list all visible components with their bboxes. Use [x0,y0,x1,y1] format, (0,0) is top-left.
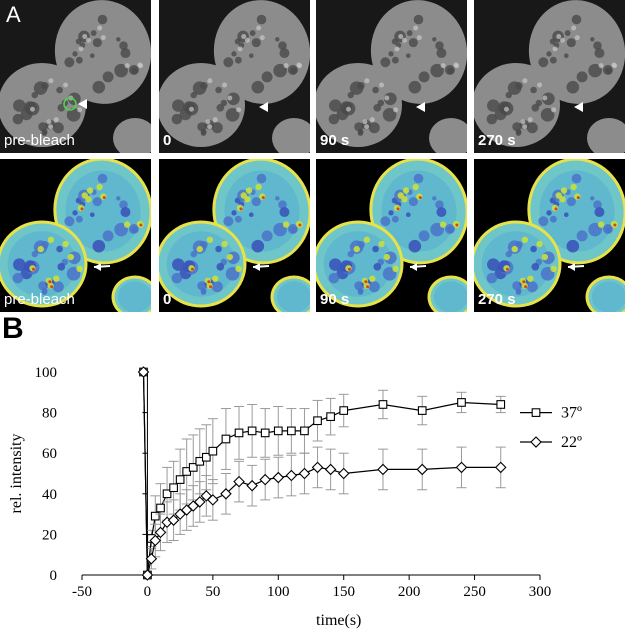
data-point [150,511,160,521]
pseudocolor-micrograph: pre-bleach [0,159,151,312]
data-point [208,446,218,456]
timepoint-label: pre-bleach [4,291,75,308]
data-point [287,426,296,436]
data-point [234,428,244,438]
data-point [377,463,389,476]
data-point [141,569,154,581]
y-tick-label: 40 [42,487,57,503]
pseudocolor-micrograph: 270 s [474,159,625,312]
grayscale-micrograph: 270 s [474,0,625,153]
data-point [201,452,211,462]
data-point [193,496,206,508]
data-point [233,475,245,488]
y-axis-label: rel. intensity [8,434,25,514]
timepoint-label: 90 s [320,132,350,149]
series-line [142,371,501,576]
timepoint-label: 0 [163,132,172,149]
legend-label: 22º [561,434,582,451]
data-point [378,400,388,409]
x-tick-label: 0 [144,584,152,600]
data-point [167,514,180,526]
timepoint-label: 90 s [320,291,350,308]
data-point [137,366,150,378]
data-point [207,494,219,506]
data-point [339,406,349,415]
legend-entry: 37º [520,405,582,422]
grayscale-micrograph: 90 s [316,0,467,153]
data-point [457,398,466,407]
data-point [220,488,232,500]
data-point [416,463,429,476]
data-point [324,463,337,476]
x-tick-label: 200 [398,584,421,600]
data-point [156,503,165,513]
data-point [417,406,427,415]
x-tick-label: -50 [72,584,92,600]
data-point [300,426,309,436]
data-point [311,461,324,474]
timepoint-label: 270 s [478,291,516,308]
y-tick-label: 0 [50,568,58,584]
data-point [162,489,172,499]
data-point [496,400,506,409]
timepoint-label: 0 [163,291,172,308]
x-axis-label: time(s) [316,612,361,629]
x-tick-label: 50 [205,584,220,600]
data-point [188,463,198,472]
pseudocolor-micrograph: 90 s [316,159,467,312]
frap-recovery-chart: -50 0 50 100 150 200 250 300 0 20 40 60 80 100 time(s)… [8,365,582,629]
pseudocolor-micrograph: 0 [159,159,310,312]
data-point [337,467,350,480]
data-point [285,469,298,482]
data-point [246,479,258,492]
data-point [154,526,167,539]
series-line [142,371,501,576]
data-point [272,471,285,484]
data-point [273,426,283,436]
data-point [260,428,270,438]
grayscale-micrograph: pre-bleach [0,0,151,153]
legend-label: 37º [561,405,582,422]
series-37 [139,367,506,580]
x-tick-label: 100 [267,584,290,600]
grayscale-micrograph: 0 [159,0,310,153]
data-point [326,412,335,422]
data-point [298,467,311,480]
legend-entry: 22º [520,434,582,451]
data-point [247,426,257,436]
data-point [149,534,162,547]
x-tick-label: 250 [463,584,486,600]
timepoint-label: 270 s [478,132,516,149]
data-point [455,461,468,474]
y-tick-label: 100 [35,365,58,381]
data-point [259,473,271,486]
data-point [494,461,507,474]
data-point [221,434,231,444]
y-tick-label: 60 [42,446,57,462]
timepoint-label: pre-bleach [4,132,75,149]
data-point [169,483,178,493]
x-tick-label: 300 [529,584,552,600]
series-22 [137,366,507,581]
y-tick-label: 20 [42,527,57,543]
data-point [175,475,185,484]
panel-b-letter: B [2,312,24,345]
y-tick-label: 80 [42,406,57,422]
x-tick-label: 150 [332,584,355,600]
panel-a-letter: A [6,2,21,27]
data-point [145,552,158,565]
data-point [313,416,322,426]
